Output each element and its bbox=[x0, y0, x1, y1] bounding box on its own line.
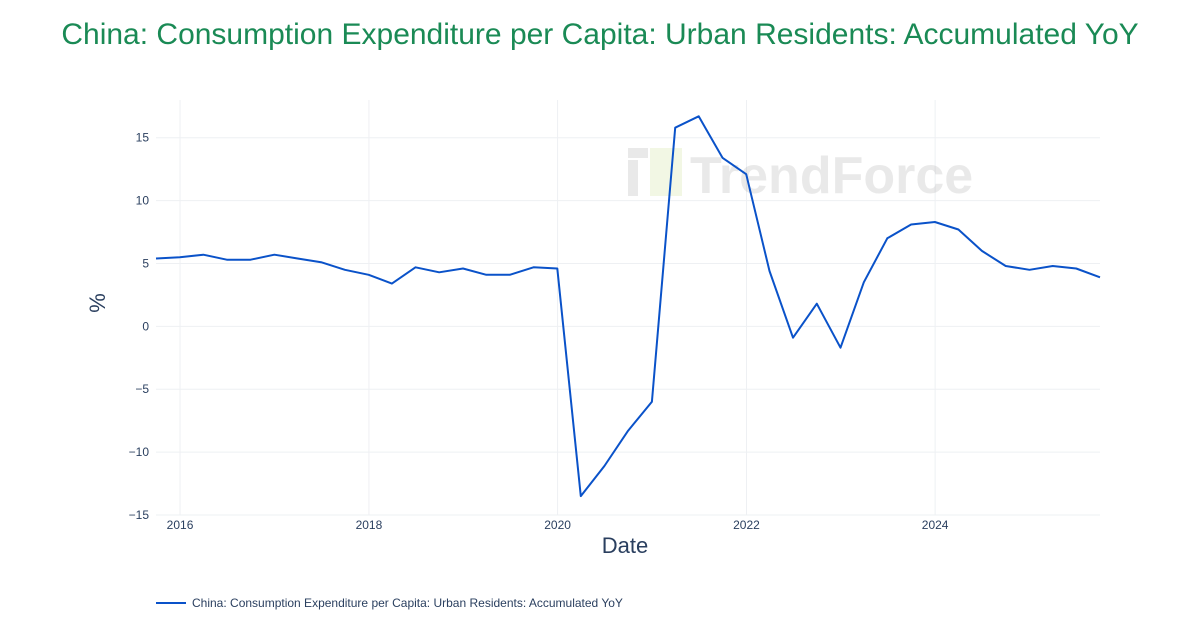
data-point[interactable] bbox=[460, 266, 466, 272]
y-tick-label: −15 bbox=[129, 508, 150, 522]
data-point[interactable] bbox=[1073, 266, 1079, 272]
watermark-logo-bar bbox=[628, 148, 648, 158]
legend-label: China: Consumption Expenditure per Capit… bbox=[192, 596, 623, 610]
data-point[interactable] bbox=[295, 255, 301, 261]
data-point[interactable] bbox=[1026, 267, 1032, 273]
data-point[interactable] bbox=[649, 399, 655, 405]
data-point[interactable] bbox=[838, 345, 844, 351]
data-point[interactable] bbox=[719, 155, 725, 161]
x-tick-label: 2022 bbox=[733, 518, 760, 532]
x-tick-label: 2024 bbox=[922, 518, 949, 532]
y-tick-label: −10 bbox=[129, 445, 150, 459]
data-point[interactable] bbox=[342, 267, 348, 273]
data-point[interactable] bbox=[814, 301, 820, 307]
data-point[interactable] bbox=[625, 428, 631, 434]
x-tick-labels: 2016 2018 2020 2022 2024 bbox=[167, 518, 949, 532]
data-point[interactable] bbox=[412, 264, 418, 270]
data-point[interactable] bbox=[366, 272, 372, 278]
data-point[interactable] bbox=[271, 252, 277, 258]
data-point[interactable] bbox=[531, 264, 537, 270]
data-point[interactable] bbox=[248, 257, 254, 263]
x-tick-label: 2018 bbox=[356, 518, 383, 532]
watermark-text: TrendForce bbox=[690, 147, 973, 205]
legend-swatch bbox=[156, 602, 186, 604]
data-point[interactable] bbox=[153, 255, 159, 261]
data-point[interactable] bbox=[955, 227, 961, 233]
series-line bbox=[155, 115, 1101, 498]
trendforce-watermark: TrendForce bbox=[628, 147, 973, 205]
data-point[interactable] bbox=[979, 248, 985, 254]
data-point[interactable] bbox=[861, 279, 867, 285]
y-tick-label: 15 bbox=[136, 131, 150, 145]
data-point[interactable] bbox=[884, 235, 890, 241]
data-point[interactable] bbox=[483, 272, 489, 278]
y-tick-label: 10 bbox=[136, 194, 150, 208]
y-tick-label: 5 bbox=[142, 256, 149, 270]
legend[interactable]: China: Consumption Expenditure per Capit… bbox=[156, 596, 623, 610]
data-point[interactable] bbox=[578, 493, 584, 499]
data-point[interactable] bbox=[507, 272, 513, 278]
data-point[interactable] bbox=[601, 463, 607, 469]
data-point[interactable] bbox=[1050, 263, 1056, 269]
watermark-logo-block bbox=[650, 148, 682, 196]
data-point[interactable] bbox=[932, 219, 938, 225]
y-tick-labels: 15 10 5 0 −5 −10 −15 bbox=[129, 131, 150, 522]
data-point[interactable] bbox=[696, 113, 702, 119]
data-point[interactable] bbox=[1097, 274, 1103, 280]
data-point[interactable] bbox=[200, 252, 206, 258]
data-point[interactable] bbox=[554, 266, 560, 272]
data-point[interactable] bbox=[318, 259, 324, 265]
data-point[interactable] bbox=[766, 268, 772, 274]
watermark-logo-stem bbox=[628, 160, 638, 196]
data-point[interactable] bbox=[224, 257, 230, 263]
data-point[interactable] bbox=[672, 125, 678, 131]
y-tick-label: 0 bbox=[142, 319, 149, 333]
data-point[interactable] bbox=[389, 281, 395, 287]
y-tick-label: −5 bbox=[135, 382, 149, 396]
data-point[interactable] bbox=[1003, 263, 1009, 269]
x-tick-label: 2016 bbox=[167, 518, 194, 532]
grid bbox=[156, 100, 1100, 516]
data-point[interactable] bbox=[436, 269, 442, 275]
data-point[interactable] bbox=[908, 222, 914, 228]
y-axis-title: % bbox=[85, 293, 110, 313]
chart-title: China: Consumption Expenditure per Capit… bbox=[61, 18, 1139, 51]
x-tick-label: 2020 bbox=[544, 518, 571, 532]
data-point[interactable] bbox=[177, 254, 183, 260]
data-point[interactable] bbox=[743, 171, 749, 177]
x-axis-title: Date bbox=[602, 533, 648, 558]
data-point[interactable] bbox=[790, 335, 796, 341]
